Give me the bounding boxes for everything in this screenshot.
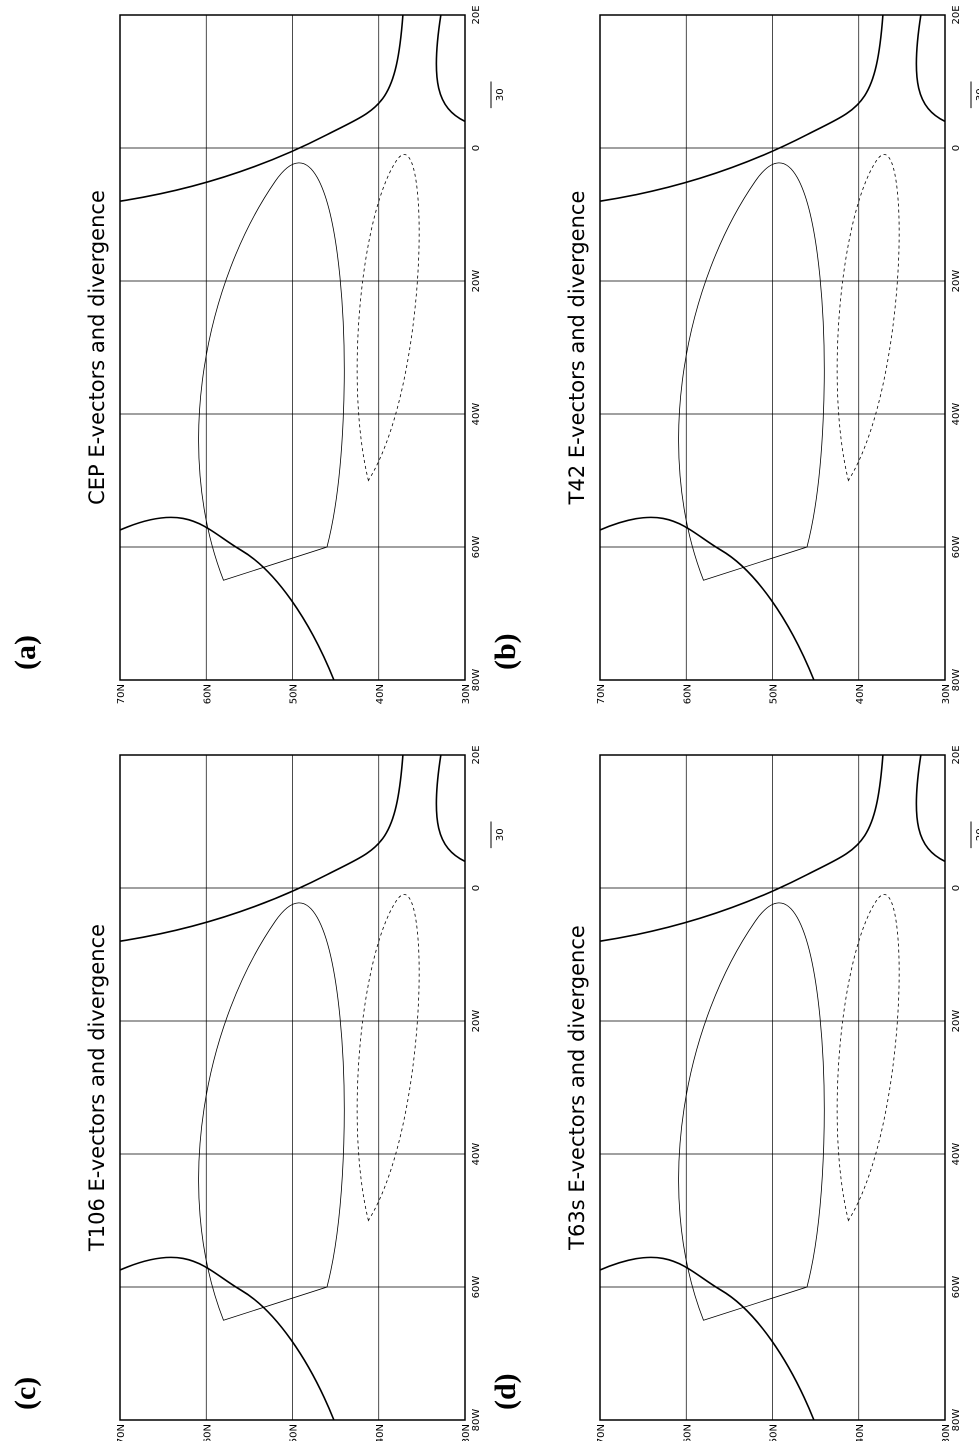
panel-label: (b) xyxy=(489,633,522,670)
lat-label: 50N xyxy=(289,1424,300,1441)
lon-label: 0 xyxy=(471,145,482,151)
lon-label: 20E xyxy=(951,745,962,764)
lon-label: 0 xyxy=(951,885,962,891)
panel-title: T42 E-vectors and divergence xyxy=(565,191,589,506)
lon-label: 0 xyxy=(471,885,482,891)
lat-label: 70N xyxy=(116,684,127,704)
lon-label: 20W xyxy=(951,1010,962,1033)
map-panel: 80W 60W 40W 20W 0 20E 70N 60N 50N 40N 30N T63s E-ve… xyxy=(489,745,979,1441)
map-panel: 80W 60W 40W 20W 0 20E 70N 60N 50N 40N 30N CEP E-vec… xyxy=(9,5,506,704)
lat-label: 30N xyxy=(461,684,472,704)
lon-label: 60W xyxy=(951,536,962,559)
lon-label: 40W xyxy=(951,403,962,426)
lon-label: 20E xyxy=(471,5,482,24)
coastline xyxy=(599,754,946,1421)
contour xyxy=(356,154,420,482)
lon-label: 40W xyxy=(471,403,482,426)
scale-label: 30 xyxy=(495,88,506,101)
lat-label: 40N xyxy=(375,684,386,704)
contour xyxy=(678,902,825,1321)
lat-label: 70N xyxy=(116,1424,127,1441)
lon-label: 80W xyxy=(471,1409,482,1432)
scale-label: 20 xyxy=(975,828,979,841)
contour xyxy=(356,894,420,1222)
lat-label: 50N xyxy=(769,1424,780,1441)
contour xyxy=(836,894,900,1222)
lon-label: 20W xyxy=(951,270,962,293)
lon-label: 60W xyxy=(471,536,482,559)
lat-label: 60N xyxy=(202,684,213,704)
coastline xyxy=(119,754,466,1421)
lon-label: 40W xyxy=(951,1143,962,1166)
lat-label: 30N xyxy=(941,684,952,704)
lon-label: 60W xyxy=(471,1276,482,1299)
lat-label: 70N xyxy=(596,684,607,704)
lon-label: 20W xyxy=(471,1010,482,1033)
lon-label: 20E xyxy=(471,745,482,764)
lat-label: 40N xyxy=(855,1424,866,1441)
lat-label: 60N xyxy=(682,684,693,704)
lat-label: 60N xyxy=(682,1424,693,1441)
panel-title: T63s E-vectors and divergence xyxy=(565,925,589,1251)
lat-label: 30N xyxy=(941,1424,952,1441)
panel-label: (d) xyxy=(489,1373,522,1410)
contour xyxy=(198,162,345,581)
lon-label: 0 xyxy=(951,145,962,151)
contour xyxy=(678,162,825,581)
panel-title: T106 E-vectors and divergence xyxy=(85,924,109,1252)
lon-label: 80W xyxy=(951,669,962,692)
lon-label: 80W xyxy=(951,1409,962,1432)
lat-label: 50N xyxy=(769,684,780,704)
panel-title: CEP E-vectors and divergence xyxy=(85,190,109,505)
lon-label: 80W xyxy=(471,669,482,692)
lon-label: 20E xyxy=(951,5,962,24)
map-panel: 80W 60W 40W 20W 0 20E 70N 60N 50N 40N 30N T106 E-ve… xyxy=(9,745,506,1441)
lat-label: 30N xyxy=(461,1424,472,1441)
lat-label: 60N xyxy=(202,1424,213,1441)
scale-label: 30 xyxy=(495,828,506,841)
lon-label: 40W xyxy=(471,1143,482,1166)
lat-label: 50N xyxy=(289,684,300,704)
coastline xyxy=(599,14,946,681)
scale-label: 30 xyxy=(975,88,979,101)
contour xyxy=(198,902,345,1321)
coastline xyxy=(119,14,466,681)
lat-label: 70N xyxy=(596,1424,607,1441)
contour xyxy=(836,154,900,482)
lon-label: 60W xyxy=(951,1276,962,1299)
panel-label: (a) xyxy=(9,635,42,670)
lat-label: 40N xyxy=(855,684,866,704)
map-panel: 80W 60W 40W 20W 0 20E 70N 60N 50N 40N 30N T42 E-vec… xyxy=(489,5,979,704)
lon-label: 20W xyxy=(471,270,482,293)
lat-label: 40N xyxy=(375,1424,386,1441)
panel-label: (c) xyxy=(9,1377,42,1410)
